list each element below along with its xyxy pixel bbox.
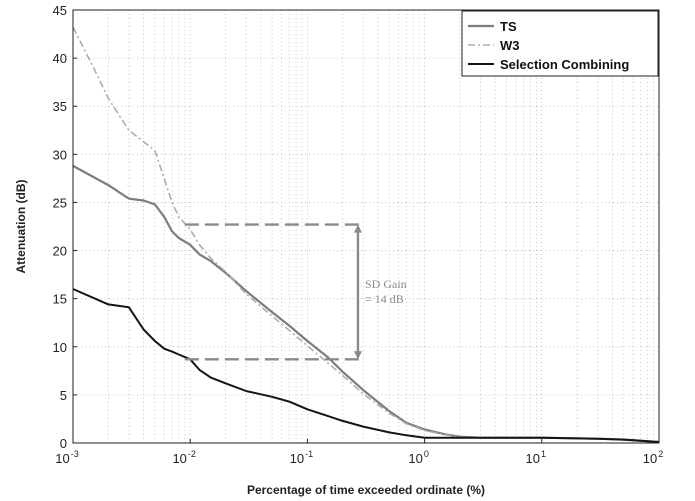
- legend-box: [461, 10, 659, 77]
- grid: [73, 10, 659, 443]
- y-tick-label: 30: [53, 147, 67, 162]
- series-group: [72, 26, 660, 444]
- y-tick-label: 35: [53, 99, 67, 114]
- series-line-3: [72, 288, 660, 443]
- annotations-group: SD Gain= 14 dB: [184, 223, 407, 361]
- x-axis-label: Percentage of time exceeded ordinate (%): [247, 483, 485, 497]
- y-tick-label: 5: [60, 388, 67, 403]
- x-tick-label: 100: [408, 449, 428, 466]
- plot-frame: [72, 9, 660, 444]
- y-tick-label: 45: [53, 3, 67, 18]
- x-tick-label: 10-3: [55, 449, 78, 466]
- legend-label: TS: [500, 19, 517, 34]
- y-tick-labels: 0 5 10 15 20 25 30 35 40 45: [53, 3, 77, 451]
- y-tick-label: 15: [53, 292, 67, 307]
- sd-gain-label: = 14 dB: [365, 292, 404, 306]
- y-tick-label: 20: [53, 244, 67, 259]
- x-tick-label: 10-2: [172, 449, 195, 466]
- x-tick-label: 102: [643, 449, 663, 466]
- x-tick-labels: 10-3 10-2 10-1 100 101 102: [55, 439, 663, 466]
- x-tick-label: 101: [526, 449, 546, 466]
- legend: TS W3 Selection Combining: [461, 10, 659, 77]
- sd-gain-label: SD Gain: [365, 277, 407, 291]
- y-tick-label: 0: [60, 436, 67, 451]
- gain-arrow-head-down: [353, 351, 362, 360]
- gain-arrow-head-up: [353, 224, 362, 233]
- y-tick-label: 25: [53, 195, 67, 210]
- x-tick-label: 10-1: [290, 449, 313, 466]
- y-tick-label: 40: [53, 51, 67, 66]
- y-axis-label: Attenuation (dB): [14, 180, 28, 274]
- legend-label: W3: [500, 38, 520, 53]
- y-tick-label: 10: [53, 340, 67, 355]
- legend-label: Selection Combining: [500, 57, 629, 72]
